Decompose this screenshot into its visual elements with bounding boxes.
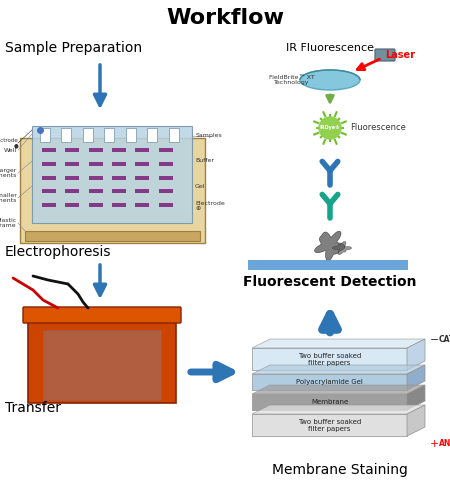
FancyBboxPatch shape: [42, 189, 56, 194]
FancyBboxPatch shape: [135, 148, 149, 152]
Text: Smaller
fragments: Smaller fragments: [0, 193, 17, 203]
Text: Well: Well: [4, 148, 17, 152]
Text: Plastic
frame: Plastic frame: [0, 218, 17, 228]
FancyBboxPatch shape: [89, 176, 103, 180]
FancyBboxPatch shape: [248, 260, 408, 270]
Text: Larger
fragments: Larger fragments: [0, 167, 17, 179]
FancyBboxPatch shape: [104, 128, 114, 142]
Polygon shape: [252, 339, 425, 348]
Polygon shape: [252, 348, 407, 370]
Text: Workflow: Workflow: [166, 8, 284, 28]
Polygon shape: [407, 365, 425, 390]
FancyBboxPatch shape: [65, 203, 79, 207]
FancyBboxPatch shape: [89, 189, 103, 194]
Polygon shape: [252, 365, 425, 374]
Polygon shape: [407, 385, 425, 410]
FancyBboxPatch shape: [42, 162, 56, 166]
Circle shape: [319, 117, 341, 139]
FancyBboxPatch shape: [159, 189, 173, 194]
Polygon shape: [252, 405, 425, 414]
Text: +: +: [430, 439, 439, 449]
Text: CATHODE: CATHODE: [439, 335, 450, 345]
FancyBboxPatch shape: [112, 176, 126, 180]
FancyBboxPatch shape: [159, 162, 173, 166]
Text: Two buffer soaked
filter papers: Two buffer soaked filter papers: [298, 419, 361, 432]
Text: Buffer: Buffer: [195, 158, 214, 164]
FancyBboxPatch shape: [43, 330, 161, 400]
FancyBboxPatch shape: [62, 128, 72, 142]
FancyBboxPatch shape: [89, 148, 103, 152]
FancyBboxPatch shape: [135, 176, 149, 180]
Text: IR Fluorescence: IR Fluorescence: [286, 43, 374, 53]
FancyBboxPatch shape: [42, 203, 56, 207]
Polygon shape: [252, 394, 407, 410]
FancyBboxPatch shape: [159, 176, 173, 180]
Text: Electrode
●: Electrode ●: [0, 137, 18, 149]
Text: Polyacrylamide Gel: Polyacrylamide Gel: [296, 379, 363, 385]
Text: Gel: Gel: [195, 183, 206, 188]
FancyBboxPatch shape: [20, 138, 205, 243]
FancyBboxPatch shape: [42, 176, 56, 180]
Ellipse shape: [300, 70, 360, 90]
Polygon shape: [252, 374, 407, 390]
Text: Sample Preparation: Sample Preparation: [5, 41, 142, 55]
Text: Samples: Samples: [195, 134, 222, 138]
Text: Laser: Laser: [385, 50, 415, 60]
FancyBboxPatch shape: [112, 189, 126, 194]
FancyBboxPatch shape: [112, 203, 126, 207]
FancyBboxPatch shape: [89, 203, 103, 207]
FancyBboxPatch shape: [42, 148, 56, 152]
Text: Two buffer soaked
filter papers: Two buffer soaked filter papers: [298, 352, 361, 365]
FancyBboxPatch shape: [25, 231, 200, 241]
FancyBboxPatch shape: [112, 162, 126, 166]
Polygon shape: [315, 231, 345, 261]
FancyBboxPatch shape: [135, 189, 149, 194]
Polygon shape: [252, 385, 425, 394]
FancyBboxPatch shape: [65, 189, 79, 194]
FancyBboxPatch shape: [89, 162, 103, 166]
FancyBboxPatch shape: [65, 176, 79, 180]
FancyBboxPatch shape: [112, 148, 126, 152]
Text: −: −: [430, 335, 439, 345]
FancyBboxPatch shape: [83, 128, 93, 142]
Text: Membrane Staining: Membrane Staining: [271, 463, 407, 477]
Polygon shape: [407, 339, 425, 370]
Text: Electrode
⊕: Electrode ⊕: [195, 200, 225, 212]
Polygon shape: [252, 414, 407, 436]
Text: ANODE: ANODE: [439, 439, 450, 449]
Text: Membrane: Membrane: [311, 399, 348, 405]
Text: Fluorescence: Fluorescence: [350, 123, 406, 133]
FancyBboxPatch shape: [169, 128, 179, 142]
FancyBboxPatch shape: [135, 203, 149, 207]
FancyBboxPatch shape: [65, 148, 79, 152]
Text: FieldBrite™ XT
Technology: FieldBrite™ XT Technology: [269, 75, 315, 85]
FancyBboxPatch shape: [147, 128, 157, 142]
Text: IRDye®: IRDye®: [320, 125, 341, 131]
Text: Electrophoresis: Electrophoresis: [5, 245, 112, 259]
FancyBboxPatch shape: [40, 128, 50, 142]
Polygon shape: [333, 242, 351, 255]
FancyBboxPatch shape: [159, 148, 173, 152]
FancyBboxPatch shape: [375, 49, 395, 61]
Text: Fluorescent Detection: Fluorescent Detection: [243, 275, 417, 289]
Text: Transfer: Transfer: [5, 401, 61, 415]
FancyBboxPatch shape: [23, 307, 181, 323]
Polygon shape: [407, 405, 425, 436]
FancyBboxPatch shape: [159, 203, 173, 207]
FancyBboxPatch shape: [32, 126, 192, 223]
FancyBboxPatch shape: [28, 318, 176, 403]
FancyBboxPatch shape: [126, 128, 136, 142]
FancyBboxPatch shape: [65, 162, 79, 166]
FancyBboxPatch shape: [135, 162, 149, 166]
